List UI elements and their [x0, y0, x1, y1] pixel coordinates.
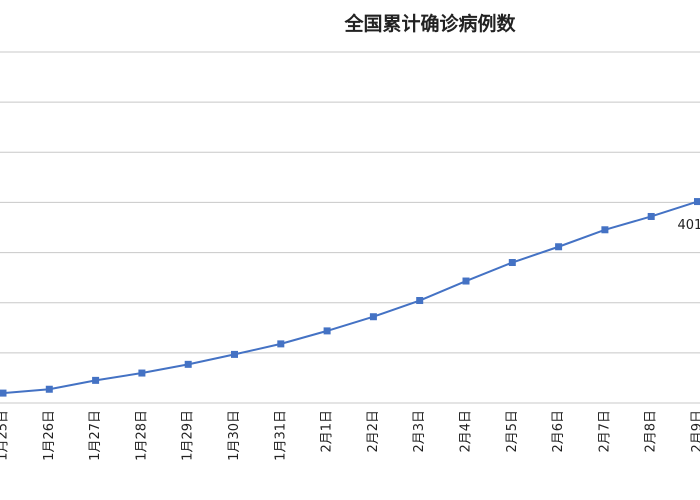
x-tick-label: 1月28日 — [134, 410, 149, 461]
point — [45, 385, 53, 393]
point — [138, 369, 146, 377]
point — [555, 243, 563, 251]
x-tick-label: 1月30日 — [227, 410, 242, 461]
x-tick-label: 2月9日 — [690, 410, 700, 453]
x-tick-label: 2月6日 — [551, 410, 566, 453]
point — [369, 313, 377, 321]
point — [462, 277, 470, 285]
x-tick-label: 2月5日 — [505, 410, 520, 453]
point — [416, 297, 424, 305]
x-tick-label: 1月27日 — [88, 410, 103, 461]
x-tick-label: 1月31日 — [273, 410, 288, 461]
line — [2, 200, 698, 395]
x-tick-label: 1月25日 — [0, 410, 11, 461]
x-tick-label: 2月7日 — [597, 410, 612, 453]
point — [231, 350, 238, 358]
x-tick-label: 2月2日 — [366, 410, 381, 453]
x-tick-label: 1月26日 — [42, 410, 57, 461]
point — [601, 226, 609, 234]
x-tick-label: 2月1日 — [320, 410, 335, 453]
point — [694, 198, 700, 206]
point — [92, 376, 100, 384]
x-tick-label: 2月8日 — [644, 410, 659, 453]
data-label: 40171 — [678, 218, 700, 233]
point — [0, 389, 7, 397]
point — [647, 212, 655, 220]
point — [184, 360, 192, 368]
chart-title: 全国累计确诊病例数 — [343, 12, 516, 35]
x-tick-label: 2月4日 — [459, 410, 474, 453]
point — [508, 259, 516, 267]
x-tick-label: 2月3日 — [412, 410, 427, 453]
point — [323, 327, 331, 335]
x-tick-label: 1月29日 — [181, 410, 196, 461]
point — [277, 340, 285, 348]
